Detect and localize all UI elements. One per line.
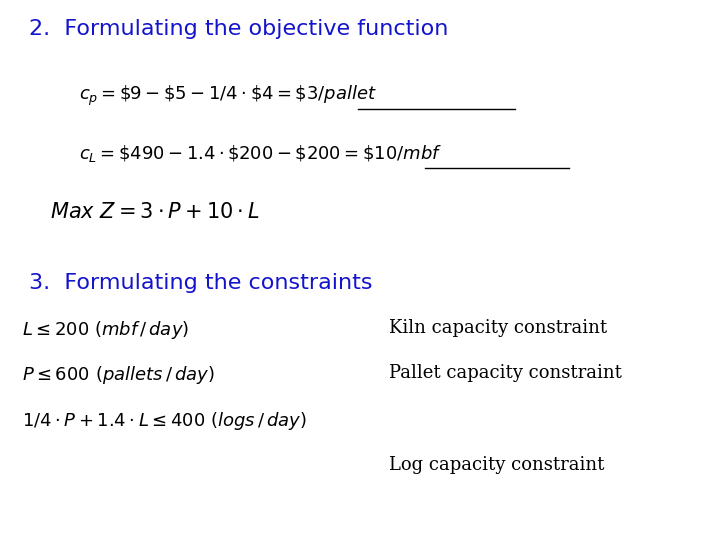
Text: Kiln capacity constraint: Kiln capacity constraint (389, 319, 607, 336)
Text: $c_{L} = \$490 - 1.4 \cdot \$200 - \$200 = \$10/\mathit{mbf}$: $c_{L} = \$490 - 1.4 \cdot \$200 - \$200… (79, 143, 443, 164)
Text: 3.  Formulating the constraints: 3. Formulating the constraints (29, 273, 372, 293)
Text: 2.  Formulating the objective function: 2. Formulating the objective function (29, 19, 448, 39)
Text: $P \leq 600\ (\mathit{pallets\,/\,day})$: $P \leq 600\ (\mathit{pallets\,/\,day})$ (22, 364, 215, 387)
Text: Log capacity constraint: Log capacity constraint (389, 456, 604, 474)
Text: $1/4 \cdot P + 1.4 \cdot L \leq 400\ (\mathit{logs\,/\,day})$: $1/4 \cdot P + 1.4 \cdot L \leq 400\ (\m… (22, 410, 306, 433)
Text: $c_{p} = \$9 - \$5 - 1/4 \cdot \$4 = \$3/\mathit{pallet}$: $c_{p} = \$9 - \$5 - 1/4 \cdot \$4 = \$3… (79, 84, 377, 108)
Text: $L \leq 200\ (\mathit{mbf\,/\,day})$: $L \leq 200\ (\mathit{mbf\,/\,day})$ (22, 319, 189, 341)
Text: $\mathit{Max}\ Z = 3 \cdot P + 10 \cdot L$: $\mathit{Max}\ Z = 3 \cdot P + 10 \cdot … (50, 202, 260, 222)
Text: Pallet capacity constraint: Pallet capacity constraint (389, 364, 621, 382)
